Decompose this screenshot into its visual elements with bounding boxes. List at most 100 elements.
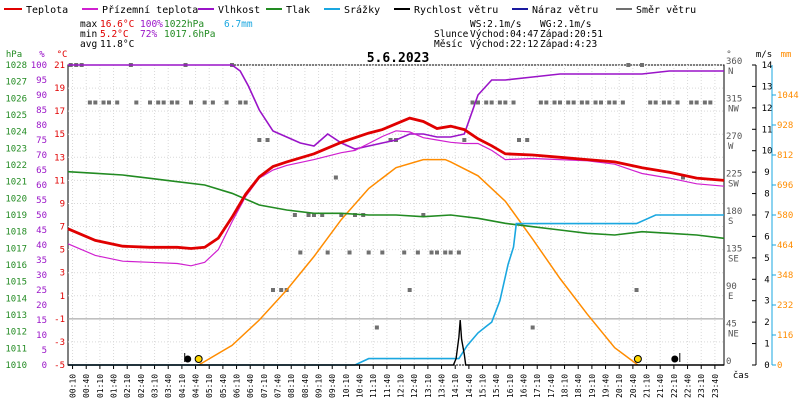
info-moon-label: Měsíc [434,39,463,50]
pct-tick-label: 40 [36,241,47,251]
dir-tick-sub-label: NE [728,330,739,340]
wind-direction-point [202,100,207,105]
wind-direction-point [339,213,344,217]
temp-tick-label: 13 [54,153,65,163]
wind-direction-point [484,100,489,105]
stat-max-pres: 1022hPa [164,19,204,30]
time-tick-label: 06:10 [233,374,242,398]
dir-tick-label: 135 [726,245,742,255]
temp-tick-label: -3 [54,338,65,348]
hpa-tick-label: 1016 [5,261,27,271]
pct-tick-label: 65 [36,166,47,176]
wind-direction-point [634,288,639,292]
mm-tick-label: 696 [777,181,793,191]
mm-tick-label: 348 [777,271,793,281]
time-tick-label: 15:10 [479,374,488,398]
wind-direction-point [435,250,439,255]
time-tick-label: 01:40 [110,374,119,398]
wind-direction-point [175,100,180,105]
time-tick-label: 05:40 [219,374,228,398]
dir-axis-unit: ° [726,50,731,60]
wind-direction-point [101,100,106,105]
time-tick-label: 03:40 [164,374,173,398]
humidity-line [68,64,724,150]
wind-direction-point [257,138,262,142]
wind-direction-point [325,250,330,255]
wind-direction-point [161,100,166,105]
wind-direction-point [306,213,311,217]
time-tick-label: 14:10 [451,374,460,398]
time-tick-label: 20:40 [629,374,638,398]
pct-tick-label: 70 [36,151,47,161]
sun-elevation-line [198,158,639,366]
mm-tick-label: 232 [777,301,793,311]
wind-direction-point [661,100,666,105]
wind-direction-point [694,100,699,105]
temp-tick-label: -5 [54,361,65,371]
wind-direction-point [489,100,494,105]
ms-tick-label: 6 [764,232,769,242]
ms-tick-label: 1 [764,340,769,350]
time-tick-label: 23:10 [697,374,706,398]
wind-direction-point [497,100,502,105]
time-tick-label: 05:10 [205,374,214,398]
legend-label-wind-direction: Směr větru [636,4,696,16]
pct-tick-label: 25 [36,286,47,296]
wind-direction-point [558,100,562,105]
time-tick-label: 15:40 [492,374,501,398]
temp-tick-label: 11 [54,176,65,186]
wind-direction-point [470,100,475,105]
temp-tick-label: 9 [60,199,65,209]
ground-temperature-line [67,130,725,267]
wind-direction-point [585,100,590,105]
axes: hPa % °C ° m/s mm čas -5-3-1135791113151… [5,50,798,398]
temp-tick-label: 19 [54,84,65,94]
temp-tick-label: 15 [54,130,65,140]
time-tick-label: 21:40 [656,374,665,398]
wind-direction-point [544,100,549,105]
pct-tick-label: 20 [36,301,47,311]
wind-direction-point [571,100,576,105]
wind-direction-point [476,100,480,105]
pct-tick-label: 0 [42,361,47,371]
info-moon-rise: Východ:22:12 [470,39,539,50]
wind-direction-point [224,100,229,105]
dir-tick-label: 45 [726,320,737,330]
hpa-tick-label: 1021 [5,178,27,188]
time-tick-label: 12:10 [397,374,406,398]
wind-direction-point [292,213,297,217]
time-tick-label: 13:40 [438,374,447,398]
hpa-tick-label: 1015 [5,278,27,288]
hpa-tick-label: 1024 [5,128,27,138]
wind-direction-point [421,213,426,217]
hpa-tick-label: 1011 [5,344,27,354]
wind-direction-point [243,100,248,105]
wind-speed-line [68,319,724,366]
stat-avg-label: avg [80,39,97,50]
time-tick-label: 23:40 [711,374,720,398]
dir-tick-label: 0 [726,357,731,367]
wind-direction-point [134,100,139,105]
time-tick-label: 02:40 [137,374,146,398]
wind-direction-point [189,100,193,105]
hpa-tick-label: 1010 [5,361,27,371]
wind-direction-point [388,138,393,142]
wind-direction-point [115,100,120,105]
stat-min-pres: 1017.6hPa [164,29,215,40]
hpa-tick-label: 1013 [5,311,27,321]
ms-tick-label: 10 [762,147,773,157]
hpa-tick-label: 1012 [5,328,27,338]
pct-tick-label: 90 [36,91,47,101]
pressure-line [67,170,725,240]
legend: Teplota Přízemní teplota Vlhkost Tlak Sr… [4,4,696,16]
temp-tick-label: 5 [60,246,65,256]
wind-direction-point [681,175,685,180]
wind-direction-point [415,250,420,255]
time-tick-label: 16:10 [506,374,515,398]
legend-label-humidity: Vlhkost [218,5,260,16]
dir-tick-sub-label: E [728,292,733,302]
pct-tick-label: 95 [36,76,47,86]
pct-tick-label: 45 [36,226,47,236]
wind-direction-point [552,100,557,105]
